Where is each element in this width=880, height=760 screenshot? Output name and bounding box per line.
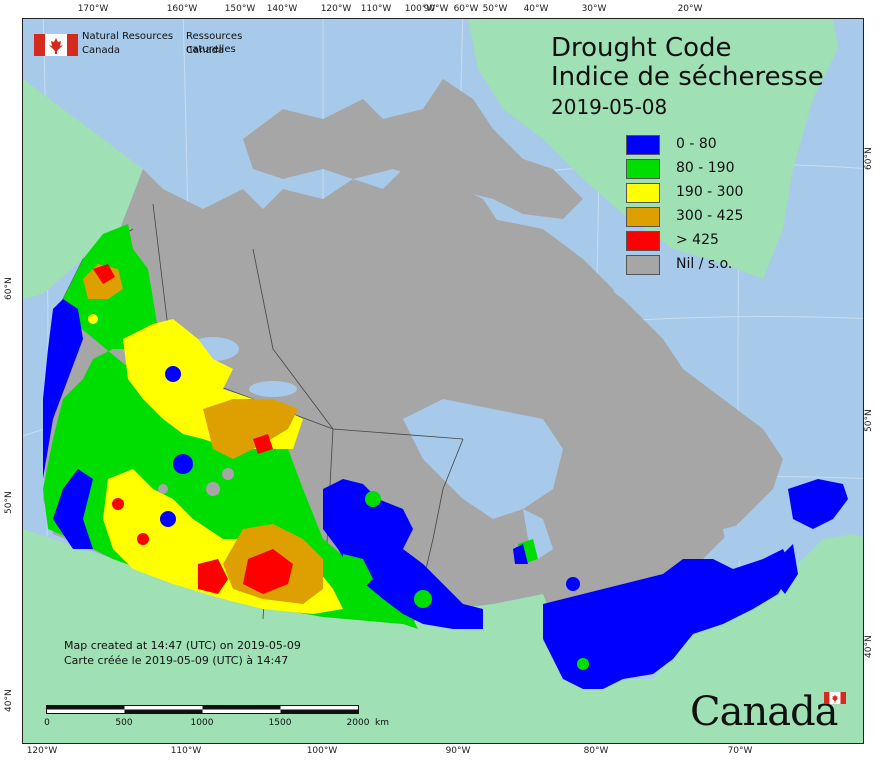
legend-label: 80 - 190 [676, 160, 735, 176]
legend-label: 0 - 80 [676, 136, 717, 152]
hudson-bay [403, 399, 563, 519]
tick-label: 170°W [77, 4, 109, 14]
tick-label: 40°N [4, 689, 14, 712]
arctic-islands [243, 79, 583, 219]
tick-label: 50°N [4, 491, 14, 514]
legend-label: Nil / s.o. [676, 256, 733, 272]
legend-label: > 425 [676, 232, 719, 248]
scale-unit: km [375, 718, 389, 728]
tick-label: 90°W [423, 4, 449, 14]
legend-swatch [626, 159, 660, 179]
title-french: Indice de sécheresse [551, 62, 824, 92]
eastern-blue-zone [543, 549, 793, 689]
department-en-line1: Natural Resources [82, 31, 174, 42]
title-english: Drought Code [551, 33, 732, 63]
legend-swatch [626, 135, 660, 155]
department-fr-line2: Canada [186, 45, 225, 56]
tick-label: 100°W [306, 746, 338, 756]
department-en-line2: Canada [82, 45, 121, 56]
tick-label: 110°W [360, 4, 392, 14]
department-fr-line1: Ressources naturelles [186, 31, 243, 55]
credit-english: Map created at 14:47 (UTC) on 2019-05-09 [64, 639, 301, 652]
tick-label: 80°W [583, 746, 609, 756]
scale-label: 1500 [268, 718, 292, 728]
tick-label: 100°W [404, 4, 436, 14]
tick-label: 60°W [453, 4, 479, 14]
wordmark-text: Canada [690, 689, 839, 735]
tick-label: 120°W [320, 4, 352, 14]
tick-label: 60°N [864, 147, 874, 170]
western-drought-zones [43, 224, 418, 629]
tick-label: 30°W [581, 4, 607, 14]
labrador-blue [788, 479, 848, 529]
legend-label: 190 - 300 [676, 184, 744, 200]
tick-label: 50°W [482, 4, 508, 14]
great-slave-lake [249, 381, 297, 397]
canada-flag-icon [34, 34, 78, 56]
legend-swatch [626, 207, 660, 227]
tick-label: 40°W [523, 4, 549, 14]
scale-label: 500 [115, 718, 133, 728]
legend-swatch [626, 255, 660, 275]
nrcan-signature: Natural Resources Canada Ressources natu… [34, 30, 294, 60]
legend-label: 300 - 425 [676, 208, 744, 224]
tick-label: 110°W [170, 746, 202, 756]
title-date: 2019-05-08 [551, 95, 668, 119]
scale-label: 1000 [190, 718, 214, 728]
tick-label: 150°W [224, 4, 256, 14]
wordmark-flag-icon [824, 692, 846, 704]
usa-landmass [23, 529, 863, 743]
alaska-landmass [23, 79, 143, 299]
tick-label: 70°W [727, 746, 753, 756]
james-bay [523, 509, 553, 559]
tick-label: 60°N [4, 277, 14, 300]
canada-wordmark: Canada [690, 690, 850, 734]
baffin-island [493, 219, 623, 339]
newfoundland-blue [773, 544, 798, 594]
tick-label: 20°W [677, 4, 703, 14]
central-blue-zone [323, 479, 483, 629]
tick-label: 40°N [864, 635, 874, 658]
legend-swatch [626, 231, 660, 251]
tick-label: 90°W [445, 746, 471, 756]
central-green-patches [341, 554, 373, 594]
map-title-block: Drought Code Indice de sécheresse 2019-0… [551, 34, 824, 120]
scale-label: 0 [44, 718, 50, 728]
credit-french: Carte créée le 2019-05-09 (UTC) à 14:47 [64, 654, 289, 667]
tick-label: 120°W [26, 746, 58, 756]
tick-label: 140°W [266, 4, 298, 14]
map-credit: Map created at 14:47 (UTC) on 2019-05-09… [64, 638, 301, 668]
map-frame [22, 18, 864, 744]
scale-bar-graphic [46, 705, 359, 714]
scale-bar: 0 500 1000 1500 2000 km [44, 704, 389, 732]
tick-label: 160°W [166, 4, 198, 14]
drought-code-map [23, 19, 863, 743]
tick-label: 50°N [864, 409, 874, 432]
scale-label: 2000 [346, 718, 370, 728]
legend-swatch [626, 183, 660, 203]
